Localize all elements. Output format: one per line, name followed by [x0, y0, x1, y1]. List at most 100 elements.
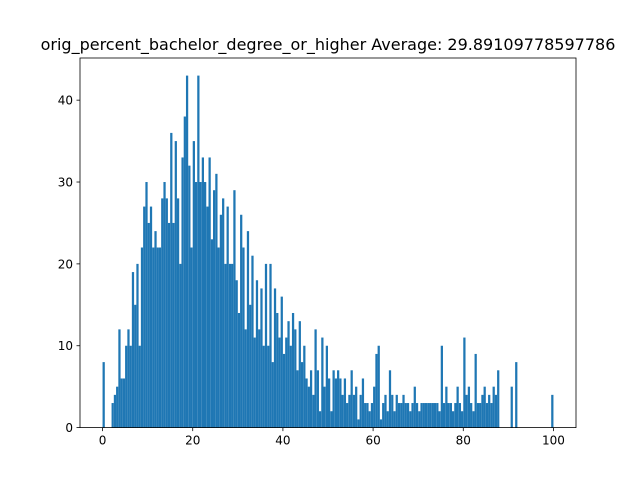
histogram-bar — [402, 394, 405, 428]
histogram-bar — [440, 345, 443, 428]
histogram-bar — [337, 370, 340, 428]
histogram-bar — [127, 329, 130, 428]
histogram-bar — [285, 337, 288, 428]
histogram-bar — [438, 411, 441, 428]
histogram-bar — [226, 206, 229, 428]
histogram-bar — [181, 157, 184, 428]
histogram-bar — [431, 403, 434, 428]
histogram-bar — [179, 263, 182, 428]
histogram-bar — [219, 214, 223, 428]
histogram-bar — [176, 198, 180, 428]
histogram-bar — [222, 198, 225, 428]
histogram-bar — [118, 329, 121, 428]
histogram-bar — [465, 394, 468, 428]
histogram-bar — [341, 394, 344, 428]
histogram-bar — [388, 370, 392, 428]
histogram-bar — [454, 403, 457, 428]
histogram-bar — [165, 198, 168, 428]
x-tick-label: 40 — [275, 434, 290, 448]
x-tick-label: 0 — [99, 434, 107, 448]
x-axis: 0 20 40 60 80 100 — [99, 427, 565, 448]
histogram-bar — [240, 214, 243, 428]
histogram-bar — [312, 394, 315, 428]
histogram-bar — [395, 394, 398, 428]
histogram-bar — [289, 345, 292, 428]
histogram-bar — [206, 206, 209, 428]
histogram-bar — [242, 247, 245, 428]
x-tick-label: 20 — [185, 434, 200, 448]
histogram-bar — [373, 386, 376, 428]
histogram-bar — [298, 321, 301, 428]
histogram-bar — [102, 362, 105, 428]
histogram-bar — [456, 386, 459, 428]
histogram-bar — [244, 329, 247, 428]
histogram-bar — [449, 403, 452, 428]
histogram-bar — [463, 337, 466, 428]
histogram-bar — [339, 378, 342, 428]
histogram-bar — [154, 231, 157, 428]
histogram-bar — [249, 304, 252, 428]
histogram-bar — [167, 222, 171, 428]
histogram-bar — [382, 403, 385, 428]
x-tick-label: 60 — [365, 434, 380, 448]
histogram-bar — [323, 386, 326, 428]
x-tick-label: 100 — [542, 434, 565, 448]
histogram-bar — [134, 304, 137, 428]
histogram-bar — [305, 378, 308, 428]
histogram-bar — [350, 370, 353, 428]
histogram-bar — [185, 75, 189, 428]
histogram-bar — [497, 370, 500, 428]
histogram-bar — [174, 141, 177, 428]
histogram-bar — [379, 419, 383, 428]
histogram-bar — [228, 263, 232, 428]
y-tick-label: 40 — [58, 94, 73, 108]
histogram-bar — [156, 247, 159, 428]
histogram-bar — [318, 411, 322, 428]
histogram-bar — [213, 190, 216, 428]
histogram-bar — [116, 386, 119, 428]
histogram-bar — [271, 362, 274, 428]
histogram-bar — [391, 394, 394, 428]
histogram-bar — [120, 378, 123, 428]
histogram-bar — [260, 288, 263, 428]
histogram-bar — [409, 411, 412, 428]
histogram-bar — [330, 411, 333, 428]
histogram-bar — [300, 362, 304, 428]
histogram-bar — [393, 411, 396, 428]
histogram-bar — [255, 280, 259, 428]
histogram-bar — [461, 411, 464, 428]
histogram-bar — [131, 272, 135, 428]
histogram-bar — [348, 394, 351, 428]
histogram-bar — [208, 157, 211, 428]
histogram-bar — [152, 247, 155, 428]
histogram-bar — [321, 337, 324, 428]
histogram-bar — [122, 378, 126, 428]
histogram-bar — [481, 394, 484, 428]
histogram-bar — [251, 255, 254, 428]
histogram-bar — [375, 353, 378, 428]
histogram-bar — [172, 222, 175, 428]
histogram-bar — [231, 263, 234, 428]
histogram-bar — [490, 403, 493, 428]
histogram-bars — [102, 75, 554, 428]
histogram-bar — [215, 173, 218, 428]
histogram-bar — [183, 116, 186, 428]
histogram-bar — [343, 378, 347, 428]
histogram-bar — [386, 411, 389, 428]
plot-frame — [79, 57, 577, 429]
histogram-bar — [400, 403, 403, 428]
histogram-bar — [161, 198, 164, 428]
histogram-bar — [515, 362, 518, 428]
histogram-bar — [397, 403, 401, 428]
histogram-bar — [147, 222, 150, 428]
histogram-bar — [307, 386, 310, 428]
histogram-bar — [273, 288, 277, 428]
y-axis: 0 10 20 30 40 — [58, 94, 80, 435]
histogram-bar — [129, 345, 132, 428]
histogram-bar — [316, 370, 319, 428]
histogram-bar — [492, 386, 495, 428]
histogram-bar — [445, 386, 448, 428]
histogram-bar — [140, 247, 144, 428]
histogram-bar — [424, 403, 428, 428]
